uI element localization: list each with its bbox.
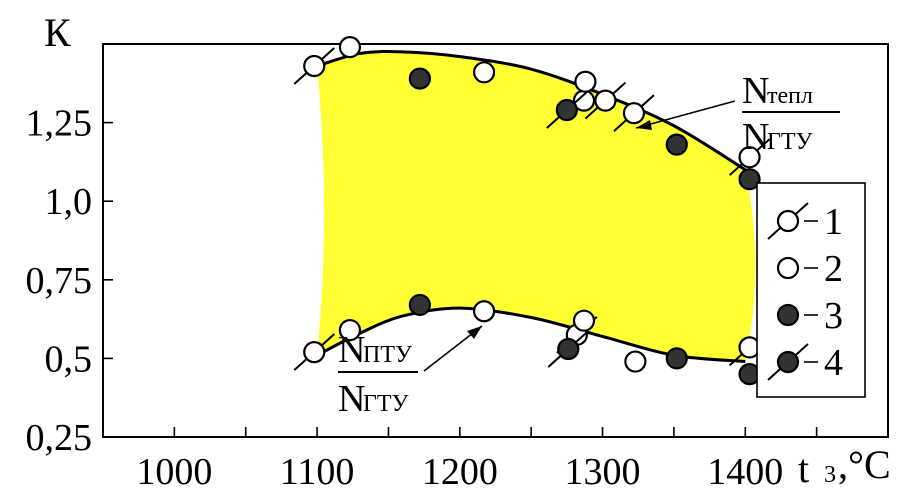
svg-text:3: 3 [824,462,836,488]
data-point-open [472,61,496,84]
tick-layer: 1000 1100 1200 1300 1400 0,25 0,5 0,75 1,0 1,25 [26,103,818,493]
point-layer [293,36,771,386]
data-point-open [574,70,597,93]
legend-box [756,182,866,398]
data-point-filled [408,67,431,90]
data-point-filled [738,168,761,191]
legend-label: 4 [824,342,843,384]
svg-text:t: t [798,446,809,491]
legend-marker-filled [776,303,800,327]
svg-text:N: N [338,329,365,371]
data-point-open-slash [293,333,335,371]
svg-text:N: N [742,70,769,112]
data-point-filled-slash [546,91,588,129]
data-point-open [572,309,596,332]
x-axis-title: t 3 ,°С [798,442,891,491]
y-tick-label: 0,25 [26,417,93,459]
y-tick-label: 0,75 [26,260,93,302]
y-tick-label: 0,5 [45,338,93,380]
curve-heat [316,50,747,172]
curve-label-heat-pointer [635,100,736,129]
data-point-filled [408,293,431,317]
fill-layer [317,51,756,362]
data-point-open [338,319,362,342]
svg-text:ГТУ: ГТУ [767,129,813,155]
legend-marker-open-slash [767,202,809,240]
data-point-open-slash [293,47,335,85]
x-tick-label: 1400 [707,451,783,493]
data-point-open [338,36,362,59]
curve-label-heat: N тепл N ГТУ [635,70,840,158]
region-fill [317,51,756,362]
x-tick-label: 1300 [565,451,641,493]
y-tick-label: 1,25 [26,103,93,145]
data-point-open-slash [613,94,655,132]
svg-text:,°С: ,°С [838,442,891,487]
y-tick-label: 1,0 [45,181,93,223]
svg-text:ПТУ: ПТУ [363,342,412,368]
svg-text:N: N [742,116,769,158]
legend-label: 3 [824,295,843,337]
legend-marker-open [776,256,800,280]
svg-text:ГТУ: ГТУ [363,391,409,417]
plot-frame [102,43,889,438]
x-tick-label: 1100 [280,451,355,493]
data-point-open-slash [728,138,771,176]
legend-label: 1 [824,201,843,243]
curve-label-steam: N ПТУ N ГТУ [338,325,483,420]
data-point-filled [665,347,688,370]
x-tick-label: 1000 [136,451,212,493]
data-point-open-slash [584,81,627,120]
x-tick-label: 1200 [422,451,498,493]
data-point-open [472,300,496,323]
data-point-filled [665,133,688,156]
svg-text:тепл: тепл [767,83,813,109]
legend-label: 2 [824,248,843,290]
y-axis-title: К [44,10,71,55]
svg-text:N: N [338,378,365,420]
data-point-filled-slash [547,330,589,368]
data-point-open [624,350,647,373]
legend: 1 2 3 4 [756,182,866,398]
legend-marker-filled-slash [767,343,809,381]
